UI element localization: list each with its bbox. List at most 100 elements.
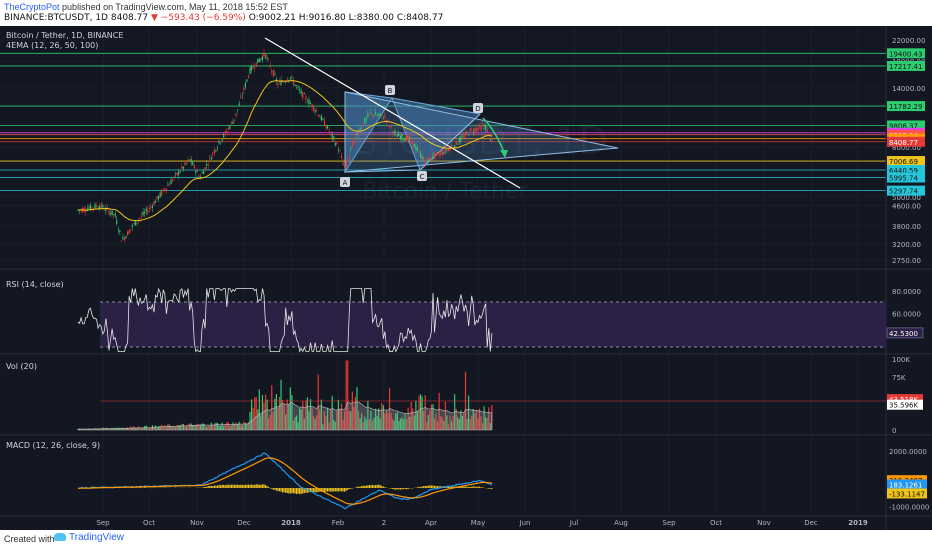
author-link[interactable]: TheCryptoPot [4, 2, 60, 12]
histogram-bar [294, 488, 296, 494]
time-label-1: Oct [143, 519, 155, 527]
candle-body [258, 59, 260, 62]
histogram-bar [260, 484, 262, 488]
histogram-bar [216, 485, 219, 488]
histogram-bar [282, 488, 284, 493]
volume-bar [382, 405, 384, 430]
candle-body [173, 176, 175, 179]
candle-body [350, 147, 352, 149]
volume-bar [376, 415, 378, 430]
level-tag-11 [887, 185, 925, 196]
volume-bar [481, 423, 484, 430]
candle-body [134, 220, 136, 226]
candle-body [111, 210, 113, 215]
candle-body [444, 147, 446, 153]
histogram-bar [227, 484, 229, 488]
volume-bar [359, 418, 361, 430]
histogram-bar [249, 484, 251, 488]
histogram-bar [278, 488, 281, 492]
candle-body [193, 164, 195, 169]
candle-body [218, 140, 220, 144]
volume-bar [356, 387, 358, 430]
volume-bar [347, 360, 349, 430]
candle-body [379, 113, 381, 116]
macd-axis: 2000.0000316.2407183.1261-133.1147-1000.… [887, 448, 929, 512]
volume-bar [457, 416, 459, 430]
histogram-bar [350, 488, 352, 489]
candle-body [241, 95, 243, 97]
volume-bar [198, 424, 200, 430]
volume-bar [286, 399, 288, 430]
histogram-bar [364, 485, 366, 488]
histogram-bar [367, 485, 369, 488]
main-pane-title: Bitcoin / Tether, 1D, BINANCE [6, 31, 123, 40]
candle-body [255, 62, 257, 67]
volume-bar [209, 426, 211, 430]
candle-body [144, 212, 146, 214]
histogram-bar [243, 484, 245, 488]
volume-bar [108, 428, 110, 430]
histogram-bar [251, 484, 253, 488]
volume-bar [444, 401, 446, 430]
rsi-title[interactable]: RSI (14, close) [6, 280, 64, 289]
candle-body [491, 138, 493, 141]
candle-body [446, 149, 448, 151]
tradingview-link[interactable]: TradingView [54, 532, 124, 543]
histogram-bar [429, 485, 431, 488]
price-axis[interactable]: 22000.0018000.0014000.0012000.008000.007… [887, 37, 925, 265]
volume-title[interactable]: Vol (20) [6, 362, 37, 371]
volume-bar [454, 394, 456, 430]
histogram-bar [347, 488, 349, 490]
candle-body [83, 207, 85, 212]
candle-body [249, 67, 251, 74]
candle-body [96, 205, 98, 207]
macd-tick-0: 2000.0000 [889, 448, 927, 456]
chart-background [0, 26, 932, 530]
candle-body [179, 171, 181, 173]
volume-bar [313, 416, 315, 430]
volume-bar [385, 410, 388, 430]
candle-body [261, 56, 264, 60]
histogram-bar [317, 488, 319, 493]
ac-line [344, 169, 421, 173]
histogram-bar [406, 488, 408, 490]
candle-body [147, 210, 149, 213]
volume-bar [319, 409, 321, 430]
volume-bar [164, 424, 166, 430]
volume-bar [409, 416, 411, 430]
candle-body [263, 52, 265, 57]
candle-body [216, 147, 219, 149]
histogram-bar [392, 488, 394, 489]
candle-body [361, 128, 363, 129]
triangle-drawings[interactable] [264, 37, 619, 189]
chart-canvas[interactable]: Bitcoin / Tether, 1D, BINANCE 4EMA (12, … [0, 26, 932, 530]
candle-body [140, 215, 143, 217]
time-axis[interactable]: Sep Oct Nov Dec 2018 Feb 2 Apr May Jun Jul Aug Sep Oc… [96, 519, 867, 527]
candle-body [401, 133, 403, 139]
candle-body [153, 201, 155, 206]
publish-header: TheCryptoPot published on TradingView.co… [0, 0, 932, 26]
volume-bar [396, 412, 398, 430]
candle-body [370, 112, 372, 113]
volume-bar [351, 391, 353, 430]
volume-bar [299, 408, 301, 430]
candle-body [268, 59, 270, 61]
volume-bar [278, 396, 281, 430]
histogram-bar [489, 488, 491, 489]
volume-bar [440, 416, 442, 430]
candle-body [226, 131, 228, 133]
candle-body [461, 135, 463, 137]
macd-title[interactable]: MACD (12, 26, close, 9) [6, 441, 100, 450]
candle-body [331, 133, 333, 138]
histogram-bar [232, 484, 234, 488]
volume-bar [325, 416, 327, 430]
volume-bar [158, 426, 160, 430]
pattern-labels: A B C D [340, 85, 483, 187]
histogram-bar [472, 486, 474, 488]
candle-body [429, 156, 431, 161]
candle-body [390, 125, 392, 128]
ema-indicator-label[interactable]: 4EMA (12, 26, 50, 100) [6, 41, 98, 50]
candle-body [336, 142, 338, 145]
candle-body [418, 150, 420, 152]
volume-bar [266, 399, 268, 430]
